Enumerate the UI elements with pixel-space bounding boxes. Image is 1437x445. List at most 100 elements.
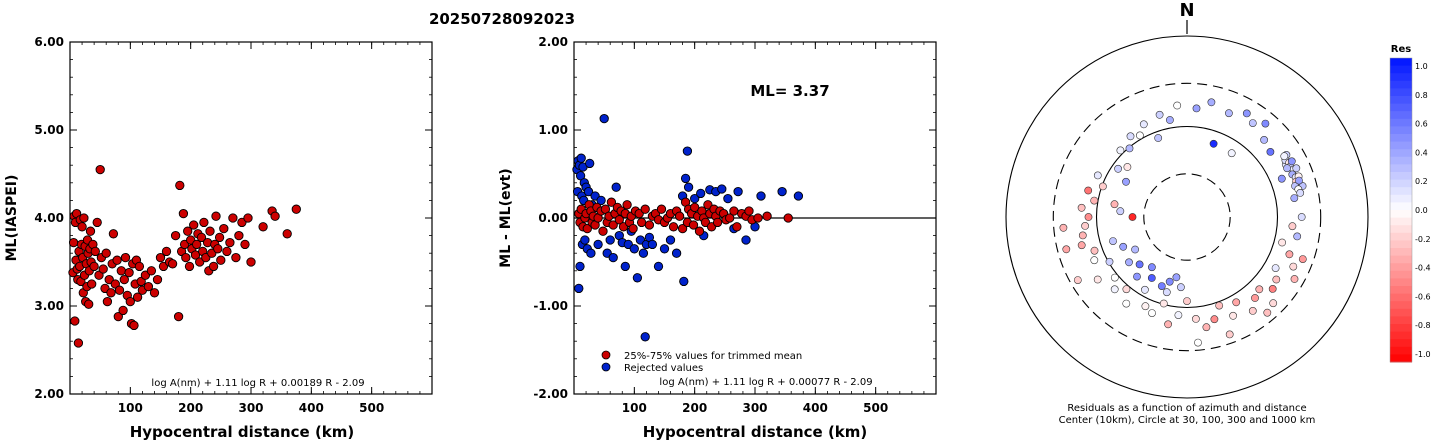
colorbar-cell — [1390, 346, 1412, 355]
data-point — [134, 261, 145, 272]
rejected-point — [593, 239, 603, 250]
residual-point — [1135, 260, 1144, 269]
distance-rings — [1005, 35, 1369, 399]
x-tick-label: 200 — [178, 401, 203, 415]
data-point — [199, 217, 209, 228]
colorbar-cell — [1390, 126, 1412, 135]
residual-point — [1084, 186, 1093, 195]
residual-point — [1090, 256, 1099, 265]
residual-point — [1109, 237, 1117, 245]
north-label: N — [1179, 0, 1194, 21]
data-point — [189, 220, 199, 230]
x-axis-label: Hypocentral distance (km) — [643, 423, 868, 441]
panel-ml-vs-distance: 2.00 3.00 4.00 5.00 6.00 100 200 300 400 500 log … — [4, 35, 433, 441]
rejected-point — [671, 248, 682, 258]
rejected-point — [575, 261, 585, 272]
panel-azimuth-residuals: N Residuals as a function of azimuth and… — [1005, 0, 1369, 426]
data-point — [181, 252, 191, 263]
data-point — [178, 208, 189, 219]
data-point — [196, 232, 207, 243]
residual-point — [1110, 273, 1119, 282]
inlier-point — [729, 206, 739, 216]
residual-point — [1090, 196, 1099, 205]
rejected-point — [680, 173, 691, 184]
data-point — [228, 213, 238, 223]
formula-label: log A(nm) + 1.11 log R + 0.00189 R - 2.0… — [151, 378, 364, 389]
y-tick-label: 3.00 — [34, 299, 64, 313]
data-point — [70, 316, 80, 326]
data-point — [231, 252, 241, 263]
residual-point — [1062, 245, 1071, 254]
ring-30km — [1143, 173, 1231, 261]
residual-point — [1155, 110, 1164, 119]
residual-point — [1122, 299, 1131, 308]
colorbar-cell — [1390, 324, 1412, 333]
x-tick-label: 300 — [742, 401, 767, 415]
colorbar-ticks: 1.0 0.8 0.6 0.4 0.2 0.0 -0.2 -0.4 -0.6 -0.8 -1.0 — [1415, 62, 1431, 359]
colorbar-cell — [1390, 103, 1412, 112]
data-point — [184, 261, 195, 272]
data-point — [116, 266, 126, 276]
colorbar-cell — [1390, 149, 1412, 158]
inlier-point — [644, 220, 655, 230]
data-point — [213, 244, 223, 254]
colorbar-cell — [1390, 141, 1412, 150]
data-point — [175, 180, 185, 191]
ring-300km — [1052, 82, 1322, 352]
residual-point — [1077, 203, 1086, 212]
residual-point — [1110, 285, 1119, 294]
colorbar-cell — [1390, 73, 1412, 82]
data-point — [155, 252, 166, 263]
colorbar-cell — [1390, 194, 1412, 203]
inlier-point — [690, 202, 700, 213]
data-point — [205, 226, 215, 236]
colorbar-cell — [1390, 88, 1412, 97]
data-point — [73, 338, 84, 348]
colorbar-cell — [1390, 270, 1412, 279]
colorbar-cell — [1390, 80, 1412, 89]
residual-point — [1131, 245, 1139, 254]
x-tick-label: 300 — [238, 401, 263, 415]
data-point — [149, 288, 160, 298]
data-point — [125, 296, 135, 307]
residual-point — [1277, 174, 1286, 183]
colorbar-cell — [1390, 255, 1412, 264]
data-point — [146, 266, 157, 276]
residual-point — [1192, 104, 1201, 113]
colorbar-tick-label: 0.6 — [1415, 120, 1428, 129]
y-tick-label: 5.00 — [34, 123, 64, 137]
residual-point — [1229, 311, 1237, 320]
y-tick-label: -1.00 — [533, 299, 568, 313]
data-point — [98, 264, 108, 274]
colorbar-cell — [1390, 278, 1412, 287]
data-point — [167, 259, 178, 269]
x-axis-label: Hypocentral distance (km) — [130, 423, 355, 441]
rejected-point — [605, 235, 615, 245]
residual-point — [1141, 302, 1150, 311]
y-tick-label: -2.00 — [533, 387, 568, 401]
axis-ticks: -2.00 -1.00 0.00 1.00 2.00 100 200 300 400 500 — [533, 35, 937, 415]
residual-points — [1059, 98, 1307, 347]
residual-point — [1154, 134, 1163, 142]
colorbar-gradient — [1389, 57, 1413, 363]
data-point — [143, 281, 154, 292]
residual-point — [1293, 232, 1302, 241]
data-point — [85, 226, 96, 236]
colorbar-cell — [1390, 354, 1412, 363]
rejected-point — [629, 244, 639, 254]
colorbar-cell — [1390, 111, 1412, 120]
y-axis-label: ML(IASPEI) — [4, 175, 20, 262]
residual-point — [1278, 238, 1286, 247]
rejected-point — [576, 153, 586, 163]
inlier-point — [688, 220, 699, 230]
inlier-point — [656, 204, 667, 214]
inlier-point — [712, 217, 723, 228]
colorbar-tick-label: 0.0 — [1415, 206, 1428, 215]
rejected-point — [632, 273, 643, 283]
residual-point — [1148, 263, 1156, 272]
colorbar-cell — [1390, 308, 1412, 317]
inlier-point — [614, 215, 624, 225]
inlier-point — [677, 223, 688, 234]
inlier-point — [783, 213, 793, 223]
